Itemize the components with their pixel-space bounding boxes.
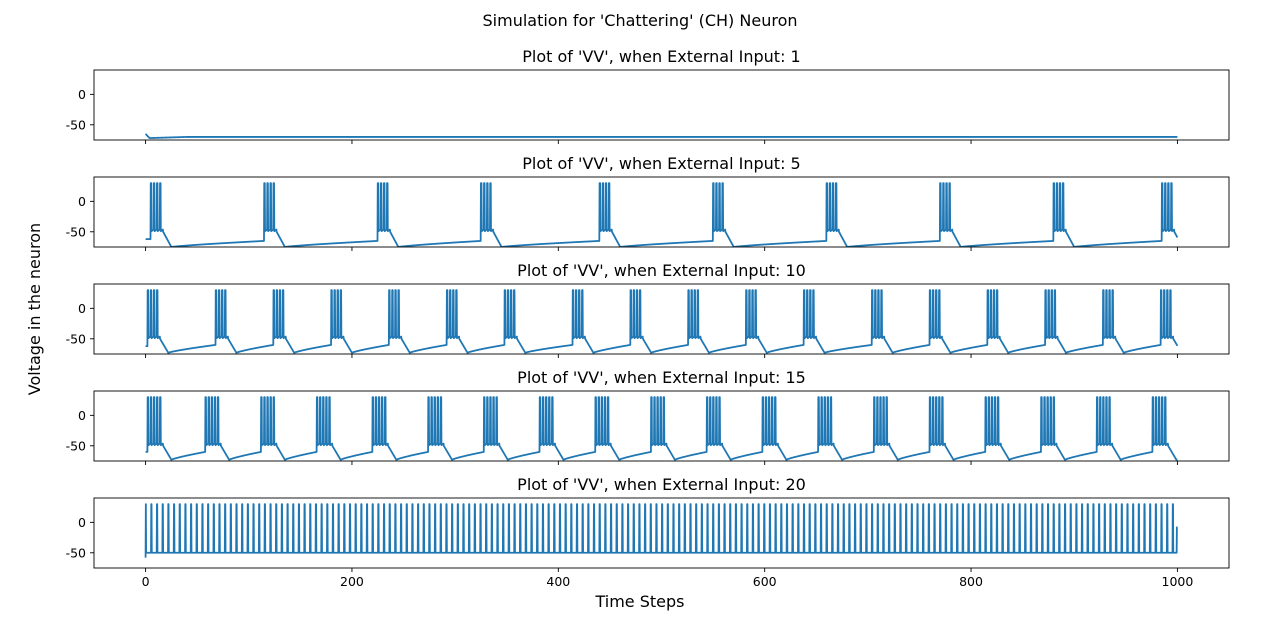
axes-frame [93,69,1230,141]
x-tick-label: 1000 [1162,574,1194,589]
series-line [144,503,1179,558]
x-tick-label: 0 [142,574,150,589]
y-tick-label: -50 [66,331,86,346]
subplot: Plot of 'VV', when External Input: 1 0 -50 [66,47,1230,144]
y-tick-label: -50 [66,224,86,239]
y-tick-label: 0 [78,87,86,102]
subplot: Plot of 'VV', when External Input: 10 0 -5… [66,261,1230,358]
y-axis-label: Voltage in the neuron [25,223,44,395]
subplot-stack: Plot of 'VV', when External Input: 10-50… [66,47,1230,589]
x-axis-label: Time Steps [594,592,684,611]
y-tick-label: 0 [78,301,86,316]
x-tick-label: 200 [340,574,364,589]
y-tick-label: 0 [78,194,86,209]
y-tick-label: 0 [78,408,86,423]
series-line [144,182,1179,247]
series-line [144,289,1179,354]
subplot-title: Plot of 'VV', when External Input: 1 [522,47,800,66]
x-tick-label: 400 [546,574,570,589]
subplot: Plot of 'VV', when External Input: 5 0 -50 [66,154,1230,251]
figure-suptitle: Simulation for 'Chattering' (CH) Neuron [483,11,798,30]
axes-frame [93,497,1230,569]
series-line [144,133,1178,139]
subplot-title: Plot of 'VV', when External Input: 5 [522,154,800,173]
x-tick-label: 600 [753,574,777,589]
y-tick-label: -50 [66,438,86,453]
subplot-title: Plot of 'VV', when External Input: 10 [517,261,806,280]
series-line [144,396,1179,461]
subplot: Plot of 'VV', when External Input: 15 0 -5… [66,368,1230,465]
axes-frame [93,390,1230,462]
axes-frame [93,176,1230,248]
y-tick-label: -50 [66,117,86,132]
y-tick-label: -50 [66,545,86,560]
axes-frame [93,283,1230,355]
subplot-title: Plot of 'VV', when External Input: 15 [517,368,806,387]
y-tick-label: 0 [78,515,86,530]
x-tick-label: 800 [959,574,983,589]
subplot: Plot of 'VV', when External Input: 20 0 -5… [66,475,1230,589]
subplot-title: Plot of 'VV', when External Input: 20 [517,475,806,494]
